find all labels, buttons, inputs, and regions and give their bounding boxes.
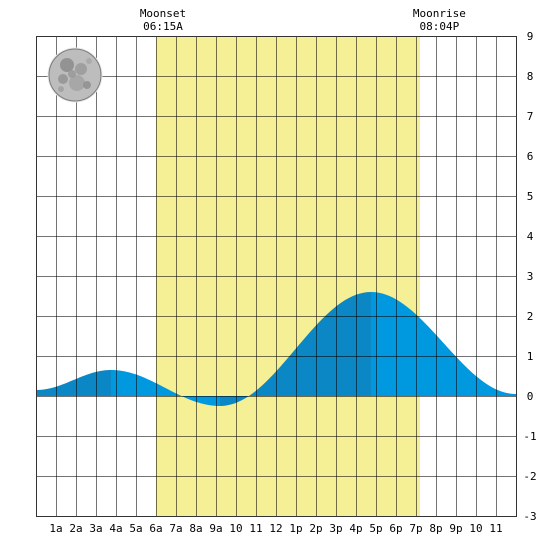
y-tick-label: -2 <box>523 470 536 483</box>
x-tick-label: 10 <box>229 522 242 535</box>
y-tick-label: 3 <box>527 270 534 283</box>
x-tick-label: 7p <box>409 522 422 535</box>
x-tick-label: 5p <box>369 522 382 535</box>
y-tick-label: 8 <box>527 70 534 83</box>
moon-crater <box>68 70 76 78</box>
plot-frame <box>36 36 517 517</box>
y-tick-label: -1 <box>523 430 536 443</box>
y-tick-label: 4 <box>527 230 534 243</box>
y-tick-label: -3 <box>523 510 536 523</box>
tide-area-layer <box>36 292 516 406</box>
tide-segment-rising <box>36 370 111 396</box>
x-tick-label: 3a <box>89 522 102 535</box>
full-moon-icon <box>47 47 103 103</box>
x-tick-label: 5a <box>129 522 142 535</box>
x-tick-label: 11 <box>489 522 502 535</box>
moon-crater <box>58 86 64 92</box>
moon-event-time: 08:04P <box>420 20 460 33</box>
x-tick-label: 6a <box>149 522 162 535</box>
x-tick-label: 10 <box>469 522 482 535</box>
moon-crater <box>58 74 68 84</box>
moon-crater <box>69 75 85 91</box>
moon-crater <box>60 58 74 72</box>
x-tick-label: 1a <box>49 522 62 535</box>
x-tick-label: 8p <box>429 522 442 535</box>
moon-event-name: Moonset <box>140 7 186 20</box>
x-tick-label: 2a <box>69 522 82 535</box>
y-tick-label: 5 <box>527 190 534 203</box>
y-tick-label: 0 <box>527 390 534 403</box>
tide-segment-falling <box>371 292 516 396</box>
x-tick-label: 11 <box>249 522 262 535</box>
x-tick-label: 12 <box>269 522 282 535</box>
y-tick-labels: -3 -2 -1 0 1 2 3 4 5 6 7 8 9 <box>523 30 536 523</box>
moon-event-time: 06:15A <box>143 20 183 33</box>
moon-crater <box>86 58 92 64</box>
x-tick-label: 7a <box>169 522 182 535</box>
x-tick-labels: 1a 2a 3a 4a 5a 6a 7a 8a 9a 10 11 12 1p 2p 3p 4p 5p 6p 7p 8p… <box>49 522 502 535</box>
x-tick-label: 9a <box>209 522 222 535</box>
x-tick-label: 4a <box>109 522 122 535</box>
x-tick-label: 6p <box>389 522 402 535</box>
x-tick-label: 3p <box>329 522 342 535</box>
x-tick-label: 4p <box>349 522 362 535</box>
y-tick-label: 6 <box>527 150 534 163</box>
x-tick-label: 2p <box>309 522 322 535</box>
moon-crater <box>83 81 91 89</box>
x-tick-label: 8a <box>189 522 202 535</box>
moon-crater <box>75 63 87 75</box>
y-tick-label: 1 <box>527 350 534 363</box>
x-tick-label: 9p <box>449 522 462 535</box>
moon-event-name: Moonrise <box>413 7 466 20</box>
y-tick-label: 2 <box>527 310 534 323</box>
y-tick-label: 7 <box>527 110 534 123</box>
moon-rim <box>48 48 102 102</box>
x-tick-label: 1p <box>289 522 302 535</box>
tide-segment-rising <box>220 292 371 406</box>
grid-layer <box>36 36 517 517</box>
y-tick-label: 9 <box>527 30 534 43</box>
moon-layer <box>47 47 103 103</box>
